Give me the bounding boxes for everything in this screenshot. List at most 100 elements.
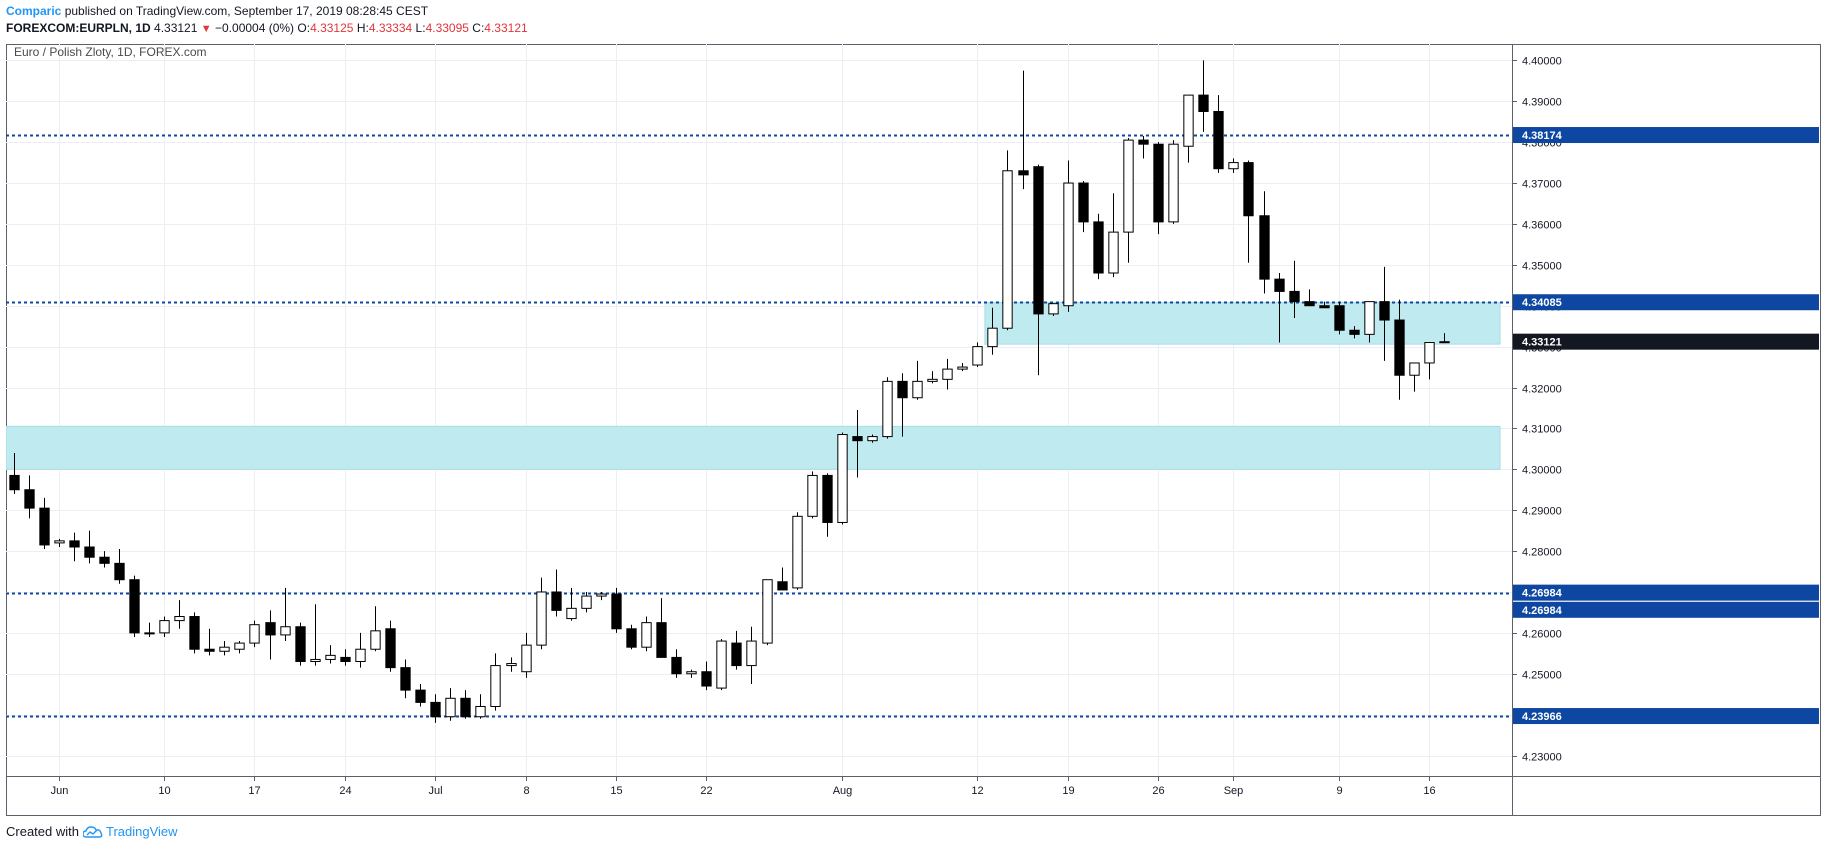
candle-down — [1213, 110, 1224, 170]
candle-up — [1168, 143, 1179, 223]
level-price-tag: 4.34085 — [1522, 297, 1562, 309]
current-price-tag: 4.33121 — [1522, 337, 1562, 349]
candle-down — [626, 628, 637, 648]
candle-down — [1349, 329, 1360, 335]
level-price-tag-bg — [1513, 294, 1819, 311]
candle-up — [596, 593, 607, 597]
candle-down — [265, 622, 276, 636]
candle-up — [581, 595, 592, 609]
candle-up — [746, 640, 757, 667]
last-price: 4.33121 — [154, 21, 198, 35]
level-price-tag-secondary-bg — [1513, 601, 1819, 618]
candle-down — [1078, 182, 1089, 223]
candle-up — [475, 705, 486, 718]
candle-up — [1424, 342, 1435, 364]
candle-down — [897, 380, 908, 399]
candle-down — [39, 507, 50, 546]
x-tick-label: 24 — [339, 785, 351, 797]
open-value: 4.33125 — [310, 21, 354, 35]
candle-down — [551, 591, 562, 611]
candle-up — [686, 671, 697, 675]
tradingview-brand: TradingView — [105, 824, 178, 839]
candle-up — [280, 626, 291, 636]
candle-up — [159, 620, 170, 634]
level-price-tag-bg — [1513, 127, 1819, 144]
candle-up — [219, 646, 230, 652]
y-tick-label: 4.30000 — [1522, 465, 1562, 477]
high-label: H: — [356, 21, 369, 35]
low-label: L: — [415, 21, 426, 35]
x-tick-label: 26 — [1152, 785, 1164, 797]
candle-down — [1198, 94, 1209, 112]
y-tick-label: 4.23000 — [1522, 752, 1562, 764]
candle-down — [822, 474, 833, 523]
candle-up — [867, 436, 878, 442]
candle-up — [1108, 231, 1119, 274]
down-arrow-icon: ▼ — [200, 23, 212, 35]
chart-area[interactable]: 4.230004.240004.250004.260004.270004.280… — [5, 44, 1821, 816]
candle-down — [1319, 305, 1330, 309]
candle-down — [701, 671, 712, 687]
candle-up — [54, 540, 65, 544]
x-tick-label: Jul — [428, 785, 442, 797]
tradingview-cloud-icon — [82, 825, 103, 838]
candle-up — [927, 378, 938, 382]
candle-up — [506, 663, 517, 667]
price-chart[interactable]: 4.230004.240004.250004.260004.270004.280… — [5, 44, 1821, 816]
candle-down — [24, 489, 35, 509]
candle-up — [942, 368, 953, 380]
tradingview-logo[interactable]: TradingView — [82, 824, 178, 839]
x-tick-label: 12 — [971, 785, 983, 797]
y-tick-label: 4.35000 — [1522, 261, 1562, 273]
candle-down — [777, 581, 788, 591]
candle-up — [807, 474, 818, 517]
candle-down — [731, 642, 742, 667]
candle-down — [129, 579, 140, 634]
y-tick-label: 4.39000 — [1522, 97, 1562, 109]
candle-down — [430, 701, 441, 718]
candle-down — [1018, 170, 1029, 176]
candle-down — [385, 628, 396, 669]
candle-down — [1243, 162, 1254, 217]
candle-down — [340, 656, 351, 662]
close-value: 4.33121 — [484, 21, 528, 35]
publish-line: Comparic published on TradingView.com, S… — [6, 4, 428, 19]
candle-down — [114, 562, 125, 581]
candle-down — [1304, 301, 1315, 307]
candle-down — [460, 697, 471, 718]
x-tick-label: 19 — [1062, 785, 1074, 797]
created-with-text: Created with — [6, 824, 79, 839]
candle-up — [144, 632, 155, 635]
candle-down — [1033, 166, 1044, 315]
candle-down — [204, 648, 215, 652]
candle-up — [882, 380, 893, 438]
level-price-tag: 4.23966 — [1522, 711, 1562, 723]
candle-up — [957, 366, 968, 370]
candle-down — [1259, 215, 1270, 280]
candle-down — [9, 474, 20, 491]
candle-up — [566, 607, 577, 620]
x-tick-label: 17 — [248, 785, 260, 797]
candle-up — [1048, 303, 1059, 315]
candle-up — [325, 654, 336, 660]
x-tick-label: 15 — [610, 785, 622, 797]
y-tick-label: 4.37000 — [1522, 179, 1562, 191]
candle-down — [1138, 139, 1149, 145]
candle-down — [671, 656, 682, 675]
x-tick-label: 22 — [700, 785, 712, 797]
support-resistance-zone — [5, 425, 1501, 470]
candle-down — [1379, 301, 1390, 321]
chart-title: Euro / Polish Zloty, 1D, FOREX.com — [14, 45, 207, 59]
price-change: −0.00004 (0%) — [215, 21, 295, 35]
candle-up — [762, 579, 773, 644]
high-value: 4.33334 — [368, 21, 413, 35]
candle-down — [656, 622, 667, 658]
candle-up — [641, 622, 652, 648]
publisher-name[interactable]: Comparic — [6, 4, 62, 18]
candle-down — [1093, 221, 1104, 274]
candle-up — [1364, 301, 1375, 335]
candle-down — [400, 667, 411, 691]
footer: Created with TradingView — [6, 824, 178, 839]
candle-down — [189, 616, 200, 650]
x-tick-label: Sep — [1224, 785, 1244, 797]
